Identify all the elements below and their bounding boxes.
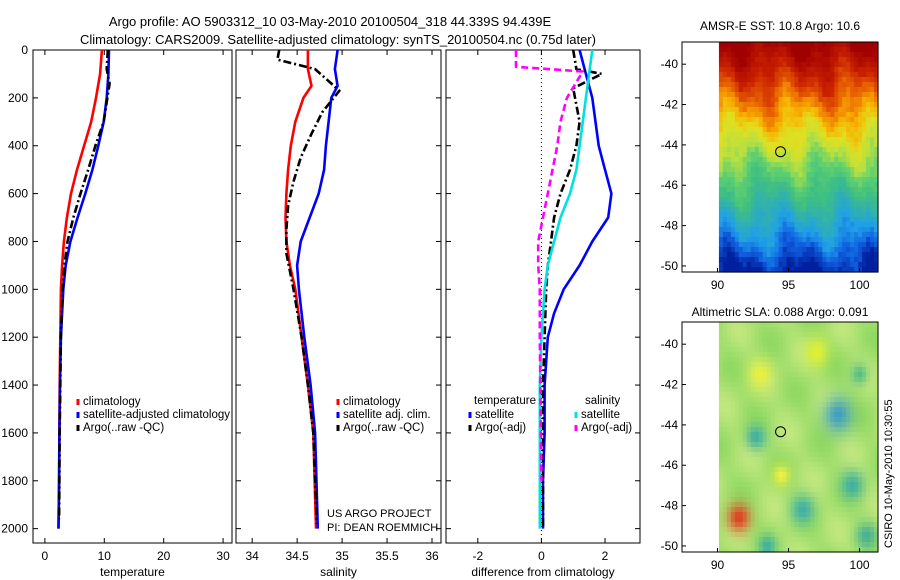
salinity-xtick-label: 34 — [246, 549, 260, 563]
salinity-series-argo-raw-qc- — [276, 49, 341, 524]
temperature-xtick-label: 30 — [216, 549, 230, 563]
temperature-ytick-label: 1200 — [1, 330, 28, 344]
salinity-xtick-label: 35.5 — [375, 549, 399, 563]
difference-xtick-label: 0 — [538, 549, 545, 563]
sst_map-argo-marker — [775, 146, 787, 158]
sst_map-heatmap-cells — [718, 42, 879, 273]
difference-xtick-label: -2 — [472, 549, 483, 563]
temperature-xtick-label: 20 — [157, 549, 171, 563]
salinity-series-climatology — [284, 50, 318, 529]
sla_map-ytick-label: -48 — [661, 499, 679, 513]
sla_map-xtick-label: 95 — [782, 558, 796, 572]
temperature-ytick-label: 1400 — [1, 378, 28, 392]
temperature-ytick-label: 200 — [8, 91, 28, 105]
temperature-ytick-label: 2000 — [1, 522, 28, 536]
difference-legend-label: Argo(-adj) — [581, 422, 632, 434]
difference-legend-label: satellite — [475, 409, 514, 421]
temperature-panel: 0 10 20 30 0 200 400 600 800 1000 1200 1400 1600 1800… — [1, 43, 233, 579]
figure-title-line1: Argo profile: AO 5903312_10 03-May-2010 … — [109, 14, 552, 29]
difference-xtick-label: 2 — [602, 549, 609, 563]
salinity-xtick-label: 35 — [335, 549, 349, 563]
sst-map-panel: AMSR-E SST: 10.8 Argo: 10.6 90 95 100 -40 -42… — [661, 19, 879, 292]
salinity-xlabel: salinity — [320, 565, 357, 579]
temperature-ytick-label: 400 — [8, 139, 28, 153]
project-credit: US ARGO PROJECT — [327, 508, 432, 520]
salinity-xtick-label: 34.5 — [285, 549, 309, 563]
temperature-xlabel: temperature — [100, 565, 165, 579]
sla_map-heatmap-cells — [718, 322, 879, 553]
temperature-series-argo-raw-qc- — [57, 49, 111, 520]
difference-legend-label: Argo(-adj) — [475, 422, 526, 434]
sst_map-ytick-label: -44 — [661, 138, 679, 152]
sla_map-ytick-label: -42 — [661, 378, 679, 392]
sst_map-ytick-label: -40 — [661, 57, 679, 71]
difference-xlabel: difference from climatology — [471, 565, 614, 579]
sla_map-xtick-label: 90 — [711, 558, 725, 572]
salinity-legend-label: Argo(..raw -QC) — [343, 422, 424, 434]
sla_map-title: Altimetric SLA: 0.088 Argo: 0.091 — [692, 305, 869, 319]
sst_map-frame — [681, 41, 879, 273]
salinity-series-satellite-adj-clim- — [295, 49, 339, 529]
sst_map-xtick-label: 90 — [711, 278, 725, 292]
sla_map-ytick-label: -44 — [661, 418, 679, 432]
figure-title-line2: Climatology: CARS2009. Satellite-adjuste… — [80, 32, 596, 47]
sst_map-ytick-label: -42 — [661, 98, 679, 112]
difference-legend-title: salinity — [585, 395, 620, 407]
temperature-ytick-label: 800 — [8, 234, 28, 248]
difference-series-satellite — [541, 49, 613, 529]
salinity-legend-label: climatology — [343, 396, 401, 408]
temperature-legend-label: climatology — [83, 396, 141, 408]
salinity-axes-frame — [235, 49, 442, 544]
temperature-axes-frame — [32, 49, 233, 544]
sla_map-ytick-label: -40 — [661, 337, 679, 351]
temperature-xtick-label: 10 — [98, 549, 112, 563]
temperature-xtick-label: 0 — [42, 549, 49, 563]
temperature-ytick-label: 0 — [21, 43, 28, 57]
sst_map-ytick-label: -50 — [661, 259, 679, 273]
difference-legend-title: temperature — [474, 395, 536, 407]
sst_map-xtick-label: 95 — [782, 278, 796, 292]
salinity-legend-label: satellite adj. clim. — [343, 409, 431, 421]
sla_map-frame — [681, 321, 879, 553]
sla_map-xtick-label: 100 — [850, 558, 870, 572]
temperature-ytick-label: 1800 — [1, 474, 28, 488]
difference-series-argo-adj- — [541, 49, 604, 529]
salinity-panel: 34 34.5 35 35.5 36 salinity climatologysatelli… — [235, 49, 442, 579]
difference-panel: -2 0 2 difference from climatology temperatu… — [445, 49, 641, 579]
sst_map-ytick-label: -46 — [661, 178, 679, 192]
temperature-ytick-label: 1000 — [1, 282, 28, 296]
sla_map-argo-marker — [775, 426, 787, 438]
difference-legend-label: satellite — [581, 409, 620, 421]
temperature-legend-label: satellite-adjusted climatology — [83, 409, 230, 421]
salinity-xtick-label: 36 — [425, 549, 439, 563]
sla_map-ytick-label: -50 — [661, 539, 679, 553]
temperature-legend-label: Argo(..raw -QC) — [83, 422, 164, 434]
sst_map-title: AMSR-E SST: 10.8 Argo: 10.6 — [700, 19, 860, 33]
temperature-ytick-label: 1600 — [1, 426, 28, 440]
timestamp-stamp: CSIRO 10-May-2010 10:30:55 — [883, 399, 895, 548]
difference-series-argo-adj- — [514, 50, 585, 481]
sst_map-ytick-label: -48 — [661, 219, 679, 233]
sst_map-xtick-label: 100 — [850, 278, 870, 292]
sla_map-ytick-label: -46 — [661, 458, 679, 472]
pi-credit: PI: DEAN ROEMMICH — [327, 522, 438, 534]
sla-map-panel: Altimetric SLA: 0.088 Argo: 0.091 90 95 100… — [661, 305, 879, 572]
temperature-ytick-label: 600 — [8, 187, 28, 201]
